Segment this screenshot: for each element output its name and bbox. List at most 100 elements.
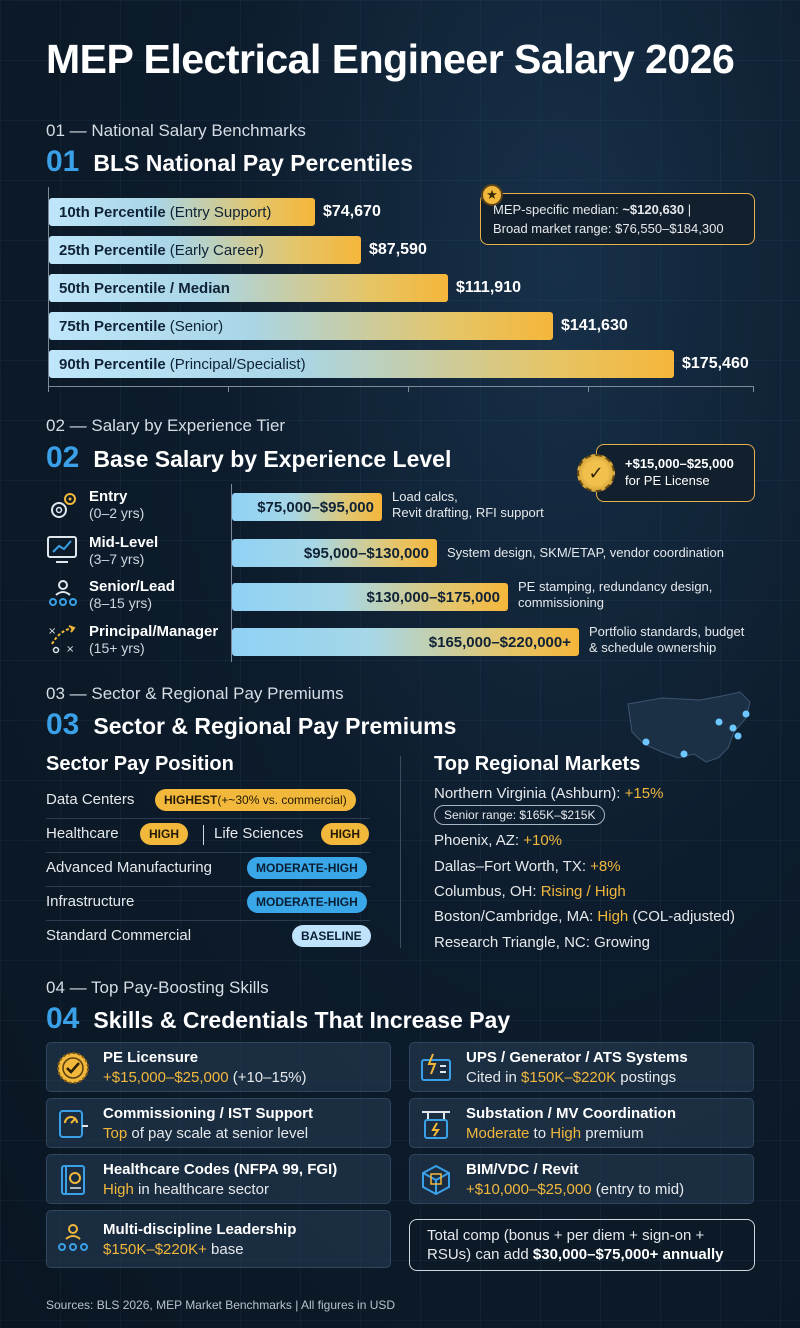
sources-footer: Sources: BLS 2026, MEP Market Benchmarks… xyxy=(46,1298,396,1312)
section2-title: Base Salary by Experience Level xyxy=(93,446,452,472)
meter-icon xyxy=(59,1110,88,1138)
sector-pill-high: HIGH xyxy=(140,823,188,845)
star-icon: ★ xyxy=(481,184,503,206)
region-item: Boston/Cambridge, MA: High (COL-adjusted… xyxy=(434,908,735,925)
skill-detail: $150K–$220K+ base xyxy=(103,1241,244,1258)
tier-description: PE stamping, redundancy design, commissio… xyxy=(518,579,713,610)
pe-note-label: for PE License xyxy=(625,473,710,488)
divider xyxy=(203,825,204,845)
section1-kicker: 01 — National Salary Benchmarks xyxy=(46,121,306,140)
chart-y-axis xyxy=(48,187,49,387)
sector-row-infra: Infrastructure MODERATE-HIGH xyxy=(46,887,370,921)
percentile-bar: 75th Percentile (Senior) xyxy=(49,312,553,340)
regional-markets-title: Top Regional Markets xyxy=(434,753,641,775)
page-title: MEP Electrical Engineer Salary 2026 xyxy=(46,36,735,82)
tier-description: Portfolio standards, budget & schedule ow… xyxy=(589,624,745,655)
salary-range-bar: $165,000–$220,000+ xyxy=(232,628,579,656)
percentile-bar: 25th Percentile (Early Career) xyxy=(49,236,361,264)
us-map-icon xyxy=(627,691,751,763)
salary-range-bar: $95,000–$130,000 xyxy=(232,539,437,567)
percentile-value-label: $175,460 xyxy=(682,355,749,372)
pill-label: HIGHEST xyxy=(164,793,218,807)
region-item: Research Triangle, NC: Growing xyxy=(434,934,650,951)
section2-heading: 02 Base Salary by Experience Level xyxy=(46,441,451,475)
total-comp-line2: RSUs) can add $30,000–$75,000+ annually xyxy=(427,1246,724,1263)
senior-range-pill: Senior range: $165K–$215K xyxy=(434,805,606,825)
salary-range-bar: $75,000–$95,000 xyxy=(232,493,382,521)
percentile-bar-row: 50th Percentile / Median $111,910 xyxy=(49,274,521,302)
tier-years: (3–7 yrs) xyxy=(89,551,145,567)
tier-label: Principal/Manager (15+ yrs) xyxy=(89,623,218,657)
chart-ticks xyxy=(48,386,754,392)
codebook-icon xyxy=(61,1165,85,1195)
salary-range-bar: $130,000–$175,000 xyxy=(232,583,508,611)
substation-icon xyxy=(422,1111,450,1139)
percentile-value-label: $111,910 xyxy=(456,279,521,296)
pill-extra: (+~30% vs. commercial) xyxy=(217,793,347,807)
skill-detail: Top of pay scale at senior level xyxy=(103,1125,309,1142)
tier-name: Senior/Lead xyxy=(89,578,175,595)
percentile-label: 90th Percentile xyxy=(59,355,166,373)
region-item: Dallas–Fort Worth, TX: +8% xyxy=(434,858,621,875)
skill-detail: +$10,000–$25,000 (entry to mid) xyxy=(466,1181,685,1198)
skill-card-pe-licensure: PE Licensure +$15,000–$25,000 (+10–15%) xyxy=(46,1042,391,1092)
skill-detail: Cited in $150K–$220K postings xyxy=(466,1069,677,1086)
skill-title: Commissioning / IST Support xyxy=(103,1105,313,1122)
sector-pill-moderate-high: MODERATE-HIGH xyxy=(247,891,367,913)
section3-title: Sector & Regional Pay Premiums xyxy=(93,713,457,739)
skill-card-bim-revit: BIM/VDC / Revit +$10,000–$25,000 (entry … xyxy=(409,1154,754,1204)
section4-title: Skills & Credentials That Increase Pay xyxy=(93,1007,511,1033)
section2-kicker: 02 — Salary by Experience Tier xyxy=(46,416,286,435)
percentile-value-label: $141,630 xyxy=(561,317,628,334)
svg-text:×: × xyxy=(66,644,74,655)
sector-name: Infrastructure xyxy=(46,893,135,910)
sector-row-advmfg: Advanced Manufacturing MODERATE-HIGH xyxy=(46,853,370,887)
sector-name: Healthcare xyxy=(46,825,119,842)
region-item: Phoenix, AZ: +10% xyxy=(434,832,563,849)
certificate-seal-icon xyxy=(57,1052,89,1084)
monitor-chart-icon xyxy=(47,536,77,563)
tier-axis xyxy=(231,484,232,662)
section3-heading: 03 Sector & Regional Pay Premiums xyxy=(46,708,456,742)
region-item: Northern Virginia (Ashburn): +15% xyxy=(434,785,664,802)
sector-row-healthcare: Healthcare HIGH Life Sciences HIGH xyxy=(46,819,370,853)
sector-pill-high: HIGH xyxy=(321,823,369,845)
skill-detail: High in healthcare sector xyxy=(103,1181,269,1198)
median-note-suffix: | xyxy=(684,202,692,217)
gears-icon xyxy=(51,493,76,518)
tier-name: Principal/Manager xyxy=(89,623,219,640)
sector-name: Advanced Manufacturing xyxy=(46,859,212,876)
median-note-box: MEP-specific median: ~$120,630 | Broad m… xyxy=(480,193,755,245)
chart-x-axis xyxy=(48,386,754,387)
section2-number: 02 xyxy=(46,441,80,474)
percentile-value-label: $87,590 xyxy=(369,241,427,258)
section4-kicker: 04 — Top Pay-Boosting Skills xyxy=(46,978,269,997)
percentile-label: 75th Percentile xyxy=(59,317,166,335)
total-comp-line1: Total comp (bonus + per diem + sign-on + xyxy=(427,1227,705,1244)
sector-name: Data Centers xyxy=(46,791,135,808)
skill-title: BIM/VDC / Revit xyxy=(466,1161,579,1178)
team-lead-icon xyxy=(49,580,77,606)
skill-title: Multi-discipline Leadership xyxy=(103,1221,297,1238)
sector-name: Standard Commercial xyxy=(46,927,192,944)
tier-years: (15+ yrs) xyxy=(89,640,145,656)
skill-detail: Moderate to High premium xyxy=(466,1125,644,1142)
sector-pill-highest: HIGHEST (+~30% vs. commercial) xyxy=(155,789,356,811)
skill-title: Healthcare Codes (NFPA 99, FGI) xyxy=(103,1161,338,1178)
sector-pay-title: Sector Pay Position xyxy=(46,753,234,775)
percentile-bar: 10th Percentile (Entry Support) xyxy=(49,198,315,226)
percentile-bar-row: 10th Percentile (Entry Support) $74,670 xyxy=(49,198,381,226)
region-item: Columbus, OH: Rising / High xyxy=(434,883,626,900)
sector-name: Life Sciences xyxy=(214,825,304,842)
median-note-prefix: MEP-specific median: xyxy=(493,202,623,217)
section3-number: 03 xyxy=(46,708,80,741)
strategy-icon: × × xyxy=(48,625,76,655)
skill-detail: +$15,000–$25,000 (+10–15%) xyxy=(103,1069,307,1086)
percentile-value-label: $74,670 xyxy=(323,203,381,220)
tier-label: Mid-Level (3–7 yrs) xyxy=(89,534,158,568)
median-note-value: ~$120,630 xyxy=(622,202,685,217)
skill-card-healthcare-codes: Healthcare Codes (NFPA 99, FGI) High in … xyxy=(46,1154,391,1204)
leadership-icon xyxy=(58,1224,88,1251)
tier-description: Load calcs, Revit drafting, RFI support xyxy=(392,489,544,520)
section1-number: 01 xyxy=(46,145,80,178)
